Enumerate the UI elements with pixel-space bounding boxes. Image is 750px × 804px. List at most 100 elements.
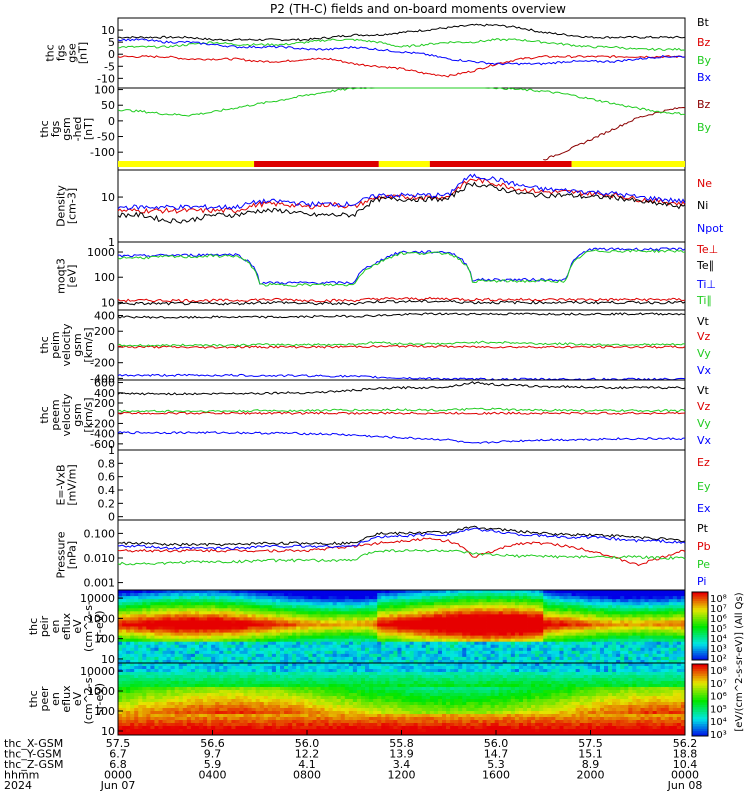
heatmap-cell — [223, 590, 227, 593]
heatmap-cell — [673, 654, 677, 657]
heatmap-cell — [142, 666, 146, 669]
heatmap-cell — [219, 642, 223, 645]
heatmap-cell — [555, 633, 559, 636]
heatmap-cell — [292, 717, 296, 720]
heatmap-cell — [280, 672, 284, 675]
heatmap-cell — [134, 693, 138, 696]
heatmap-cell — [345, 657, 349, 660]
heatmap-cell — [353, 672, 357, 675]
heatmap-cell — [146, 633, 150, 636]
heatmap-cell — [616, 593, 620, 596]
heatmap-cell — [559, 639, 563, 642]
heatmap-cell — [604, 611, 608, 614]
heatmap-cell — [280, 729, 284, 732]
heatmap-cell — [219, 711, 223, 714]
heatmap-cell — [555, 645, 559, 648]
heatmap-cell — [240, 654, 244, 657]
heatmap-cell — [389, 617, 393, 620]
heatmap-cell — [515, 636, 519, 639]
heatmap-cell — [661, 605, 665, 608]
heatmap-cell — [389, 596, 393, 599]
heatmap-cell — [353, 708, 357, 711]
heatmap-cell — [620, 620, 624, 623]
heatmap-cell — [539, 654, 543, 657]
heatmap-cell — [495, 614, 499, 617]
panel-9 — [118, 590, 685, 663]
heatmap-cell — [203, 690, 207, 693]
heatmap-cell — [126, 602, 130, 605]
heatmap-cell — [341, 605, 345, 608]
heatmap-cell — [653, 602, 657, 605]
heatmap-cell — [632, 648, 636, 651]
heatmap-cell — [608, 651, 612, 654]
heatmap-cell — [616, 605, 620, 608]
heatmap-cell — [636, 611, 640, 614]
heatmap-cell — [478, 642, 482, 645]
heatmap-cell — [179, 687, 183, 690]
heatmap-cell — [146, 639, 150, 642]
heatmap-cell — [146, 696, 150, 699]
heatmap-cell — [511, 645, 515, 648]
heatmap-cell — [292, 699, 296, 702]
heatmap-cell — [572, 614, 576, 617]
legend-label: Vz — [697, 400, 711, 413]
heatmap-cell — [175, 681, 179, 684]
heatmap-cell — [620, 627, 624, 630]
heatmap-cell — [235, 620, 239, 623]
heatmap-cell — [312, 663, 316, 666]
heatmap-cell — [308, 645, 312, 648]
heatmap-cell — [130, 669, 134, 672]
heatmap-cell — [130, 711, 134, 714]
heatmap-cell — [146, 726, 150, 729]
heatmap-cell — [272, 672, 276, 675]
heatmap-cell — [308, 633, 312, 636]
heatmap-cell — [296, 657, 300, 660]
heatmap-cell — [478, 614, 482, 617]
heatmap-cell — [373, 630, 377, 633]
heatmap-cell — [272, 633, 276, 636]
heatmap-cell — [487, 590, 491, 593]
heatmap-cell — [240, 593, 244, 596]
heatmap-cell — [130, 617, 134, 620]
heatmap-cell — [454, 602, 458, 605]
heatmap-cell — [458, 633, 462, 636]
heatmap-cell — [219, 696, 223, 699]
heatmap-cell — [523, 627, 527, 630]
heatmap-cell — [414, 611, 418, 614]
heatmap-cell — [568, 630, 572, 633]
heatmap-cell — [308, 693, 312, 696]
panel-frame — [118, 380, 685, 450]
heatmap-cell — [474, 590, 478, 593]
heatmap-cell — [495, 611, 499, 614]
heatmap-cell — [316, 672, 320, 675]
heatmap-cell — [462, 608, 466, 611]
heatmap-cell — [373, 636, 377, 639]
heatmap-cell — [146, 630, 150, 633]
heatmap-cell — [353, 729, 357, 732]
heatmap-cell — [499, 627, 503, 630]
heatmap-cell — [604, 645, 608, 648]
heatmap-cell — [296, 723, 300, 726]
plot-title: P2 (TH-C) fields and on-board moments ov… — [270, 2, 566, 16]
heatmap-cell — [130, 726, 134, 729]
heatmap-cell — [138, 636, 142, 639]
heatmap-cell — [414, 633, 418, 636]
heatmap-cell — [199, 593, 203, 596]
heatmap-cell — [543, 593, 547, 596]
heatmap-cell — [434, 639, 438, 642]
heatmap-cell — [211, 714, 215, 717]
heatmap-cell — [531, 651, 535, 654]
heatmap-cell — [316, 639, 320, 642]
heatmap-cell — [248, 593, 252, 596]
heatmap-cell — [292, 693, 296, 696]
heatmap-cell — [312, 608, 316, 611]
heatmap-cell — [183, 684, 187, 687]
heatmap-cell — [333, 639, 337, 642]
heatmap-cell — [118, 666, 122, 669]
heatmap-cell — [385, 593, 389, 596]
heatmap-cell — [284, 696, 288, 699]
heatmap-cell — [389, 636, 393, 639]
heatmap-cell — [515, 645, 519, 648]
heatmap-cell — [163, 708, 167, 711]
heatmap-cell — [418, 596, 422, 599]
